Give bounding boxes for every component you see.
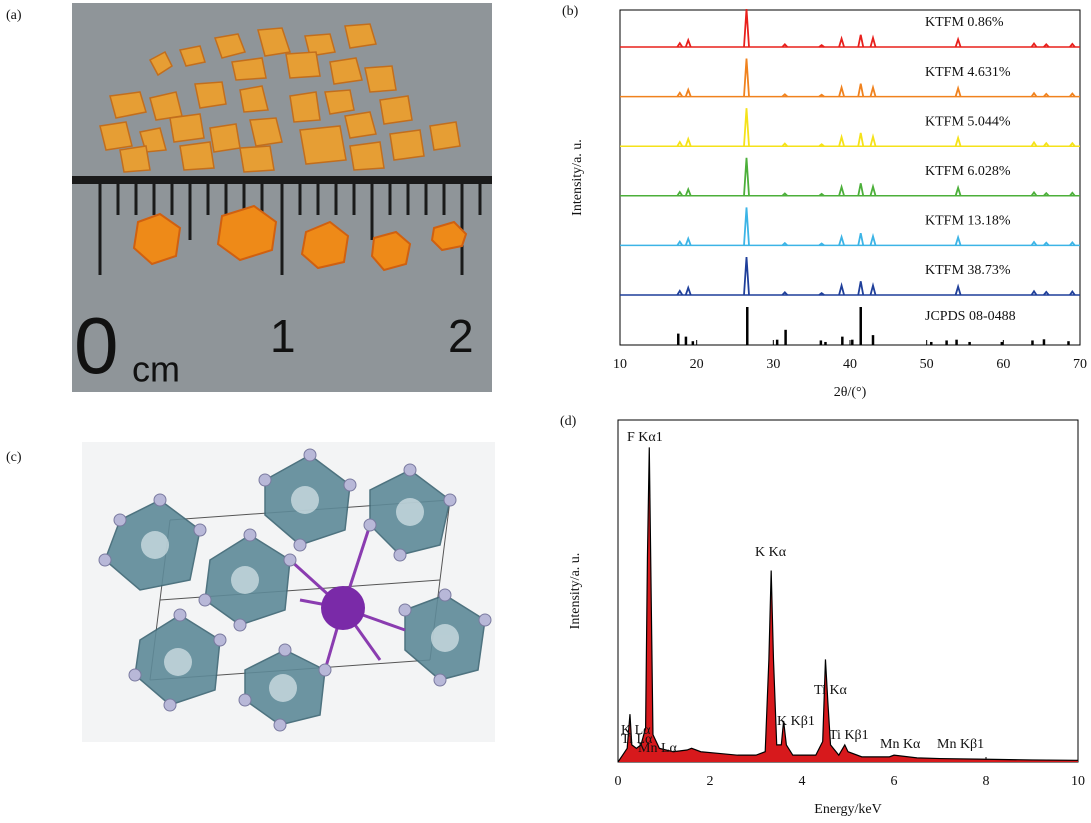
peak xyxy=(858,281,863,295)
ruler-label: cm xyxy=(132,349,180,390)
panel-label: (b) xyxy=(562,4,579,19)
figure: (a) xyxy=(0,0,1091,823)
peak xyxy=(871,236,876,245)
legend-label: KTFM 5.044% xyxy=(925,114,1011,129)
panel-label: (d) xyxy=(560,414,577,429)
peak xyxy=(871,137,876,147)
legend-label: KTFM 0.86% xyxy=(925,15,1004,30)
peak xyxy=(686,90,691,97)
peak-annotation: Mn Kα xyxy=(880,737,921,752)
peak xyxy=(858,233,863,245)
peak xyxy=(858,133,863,146)
peak xyxy=(686,288,691,295)
peak-annotation: Ti Kα xyxy=(814,683,848,698)
peak xyxy=(839,39,844,47)
x-axis-label: 2θ/(°) xyxy=(834,385,867,400)
peak xyxy=(839,286,844,296)
plot-frame xyxy=(618,420,1078,762)
photo: 0 cm 1 2 xyxy=(72,3,492,392)
peak xyxy=(744,158,749,196)
ruler-label: 2 xyxy=(448,310,474,362)
peak-annotation: Ti Kβ1 xyxy=(829,728,869,743)
peak-annotation: Ti Lα xyxy=(621,732,653,747)
peak-annotation: K Kα xyxy=(755,545,787,560)
ruler-label: 0 xyxy=(74,301,119,390)
x-tick-label: 2 xyxy=(707,774,714,789)
legend-label: KTFM 38.73% xyxy=(925,263,1011,278)
peak xyxy=(956,88,961,96)
peak-annotation: Mn Kβ1 xyxy=(937,737,984,752)
x-tick-label: 40 xyxy=(843,357,857,372)
x-tick-label: 10 xyxy=(1071,774,1085,789)
peak xyxy=(744,9,749,47)
peak xyxy=(871,38,876,47)
peak xyxy=(839,87,844,96)
spectrum-area xyxy=(618,447,1078,762)
peak xyxy=(871,286,876,296)
peak xyxy=(839,137,844,146)
x-axis-label: Energy/keV xyxy=(814,802,881,817)
structure xyxy=(82,442,495,742)
peak xyxy=(686,40,691,47)
legend-label: KTFM 13.18% xyxy=(925,214,1011,229)
panel-label: (c) xyxy=(6,450,22,465)
y-axis-label: Intensity/a. u. xyxy=(570,139,585,216)
x-tick-label: 4 xyxy=(799,774,806,789)
reference-label: JCPDS 08-0488 xyxy=(925,309,1016,324)
x-tick-label: 50 xyxy=(920,357,934,372)
x-tick-label: 10 xyxy=(613,357,627,372)
peak xyxy=(956,138,961,146)
x-tick-label: 0 xyxy=(615,774,622,789)
x-tick-label: 60 xyxy=(996,357,1010,372)
peak xyxy=(744,59,749,97)
peak-annotation: K Kβ1 xyxy=(777,714,815,729)
y-axis-label: Intensity/a. u. xyxy=(568,553,583,630)
ruler-label: 1 xyxy=(270,310,296,362)
x-tick-label: 70 xyxy=(1073,357,1087,372)
x-tick-label: 20 xyxy=(690,357,704,372)
peak xyxy=(871,87,876,96)
peak xyxy=(871,187,876,196)
legend-label: KTFM 6.028% xyxy=(925,164,1011,179)
peak xyxy=(744,257,749,295)
peak xyxy=(956,237,961,245)
peak xyxy=(686,139,691,146)
x-tick-label: 8 xyxy=(983,774,990,789)
peak xyxy=(744,207,749,245)
panel-label: (a) xyxy=(6,8,22,23)
x-tick-label: 6 xyxy=(891,774,898,789)
peak xyxy=(858,183,863,196)
legend-label: KTFM 4.631% xyxy=(925,65,1011,80)
peak xyxy=(686,239,691,246)
peak xyxy=(744,108,749,146)
peak xyxy=(956,188,961,196)
peak xyxy=(956,39,961,47)
peak xyxy=(686,189,691,195)
peak xyxy=(956,287,961,295)
peak xyxy=(858,84,863,97)
spectrum-line xyxy=(618,447,1078,762)
x-tick-label: 30 xyxy=(766,357,780,372)
peak xyxy=(839,187,844,196)
peak xyxy=(839,237,844,245)
peak xyxy=(858,35,863,47)
peak-annotation: F Kα1 xyxy=(627,430,663,445)
